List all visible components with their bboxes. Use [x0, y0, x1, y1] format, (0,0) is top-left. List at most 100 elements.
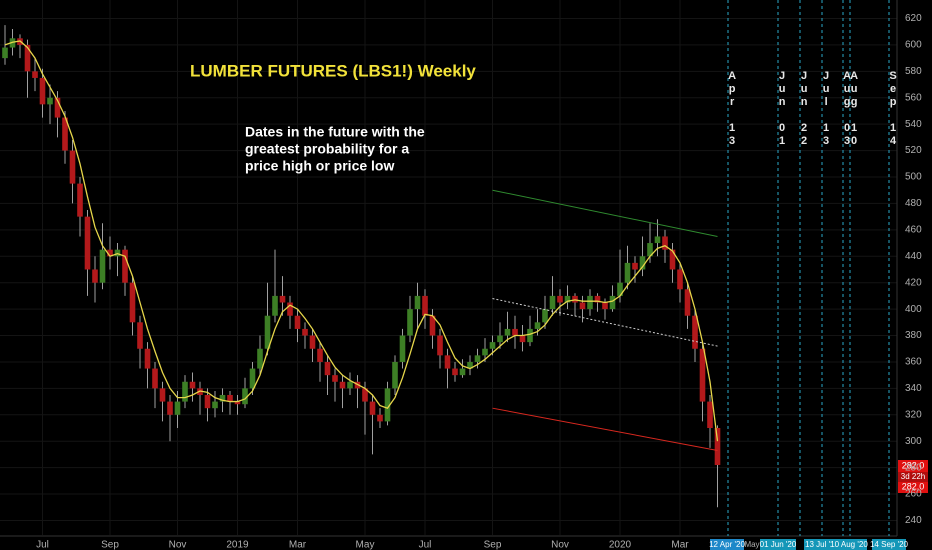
candle-body: [474, 355, 481, 362]
price-label: 282.0: [902, 460, 925, 470]
future-axis-tag: [710, 539, 744, 550]
future-axis-label: 10 Aug '20: [830, 540, 868, 549]
x-tick-label: Sep: [484, 540, 502, 550]
candle-body: [429, 315, 436, 336]
candle-body: [669, 249, 676, 270]
future-date-label: Apr 13: [726, 70, 738, 148]
countdown-label: 3d 22h: [901, 472, 925, 481]
future-date-label: Sep 14: [887, 70, 899, 148]
moving-average: [4, 40, 719, 442]
candle-body: [654, 236, 661, 244]
x-tick-label: May: [356, 540, 375, 550]
candle-body: [24, 44, 31, 72]
candle-body: [482, 348, 488, 356]
candle-body: [632, 262, 638, 270]
candle-body: [549, 295, 556, 310]
y-tick-label: 580: [905, 66, 922, 77]
candle-body: [422, 295, 428, 316]
future-date-label: Aug 10: [848, 70, 860, 148]
trend-line: [492, 407, 718, 451]
chart-title: LUMBER FUTURES (LBS1!) Weekly: [190, 61, 476, 80]
candle-body: [84, 216, 91, 270]
future-axis-tag: [804, 539, 840, 550]
candle-body: [647, 243, 653, 257]
candle-body: [444, 355, 451, 369]
trend-line: [492, 189, 718, 237]
candle-body: [407, 309, 413, 336]
candle-body: [699, 348, 706, 402]
candle-body: [504, 328, 511, 336]
future-axis-tag: [760, 539, 796, 550]
candle-body: [489, 342, 496, 349]
future-date-label: Jul 13: [820, 70, 832, 148]
candle-body: [339, 381, 346, 389]
future-date-label: Jun 22: [798, 70, 810, 148]
candle-body: [707, 401, 713, 428]
candle-body: [437, 335, 443, 356]
candle-body: [639, 256, 646, 270]
x-tick-label: Jul: [36, 540, 49, 550]
candle-body: [527, 328, 533, 343]
candle-body: [684, 289, 691, 316]
candle-body: [159, 388, 166, 402]
candle-body: [414, 295, 421, 310]
future-axis-label: 13 Jul '20: [805, 540, 840, 549]
price-label: 282.0: [902, 481, 925, 491]
price-tag: [898, 460, 928, 472]
y-tick-label: 380: [905, 330, 922, 341]
x-tick-label: Mar: [289, 540, 307, 550]
candle-body: [182, 381, 188, 402]
candle-body: [189, 381, 196, 389]
candle-body: [617, 282, 623, 296]
y-tick-label: 500: [905, 172, 922, 183]
countdown-tag: [898, 472, 928, 482]
candle-body: [107, 249, 113, 257]
candle-body: [452, 368, 458, 376]
candle-body: [234, 401, 241, 405]
candle-body: [287, 302, 293, 316]
candle-body: [564, 295, 571, 303]
candle-body: [362, 388, 368, 402]
y-tick-label: 320: [905, 409, 922, 420]
y-tick-label: 480: [905, 198, 922, 209]
x-tick-label: 2020: [609, 540, 632, 550]
future-axis-label: 01 Jun '20: [760, 540, 797, 549]
candle-body: [369, 401, 376, 415]
y-tick-label: 540: [905, 119, 922, 130]
candle-body: [204, 394, 211, 409]
y-tick-label: 440: [905, 251, 922, 262]
y-tick-label: 520: [905, 145, 922, 156]
candle-body: [144, 348, 151, 369]
candle-body: [392, 361, 398, 389]
candle-body: [212, 401, 218, 409]
candle-body: [384, 388, 391, 422]
future-axis-tag: [831, 539, 867, 550]
candle-body: [662, 236, 668, 250]
candle-body: [279, 295, 286, 303]
y-tick-label: 360: [905, 357, 922, 368]
candle-body: [174, 401, 181, 415]
candle-body: [62, 117, 68, 151]
candle-body: [579, 302, 586, 310]
y-tick-label: 340: [905, 383, 922, 394]
candle-body: [152, 368, 158, 389]
y-tick-label: 260: [905, 489, 922, 500]
candle-body: [347, 381, 353, 389]
future-axis-label: May: [744, 540, 759, 549]
candle-body: [692, 315, 698, 349]
x-tick-label: Jul: [419, 540, 432, 550]
candle-body: [2, 47, 8, 59]
y-tick-label: 400: [905, 304, 922, 315]
future-axis-tag: [872, 539, 906, 550]
y-tick-label: 240: [905, 515, 922, 526]
candle-body: [227, 394, 233, 402]
candle-body: [519, 335, 526, 343]
candle-body: [69, 150, 76, 184]
x-tick-label: Nov: [169, 540, 187, 550]
candle-body: [272, 295, 278, 316]
candle-body: [39, 77, 46, 105]
candle-body: [219, 394, 226, 402]
candle-body: [497, 335, 503, 343]
candle-body: [377, 414, 383, 422]
